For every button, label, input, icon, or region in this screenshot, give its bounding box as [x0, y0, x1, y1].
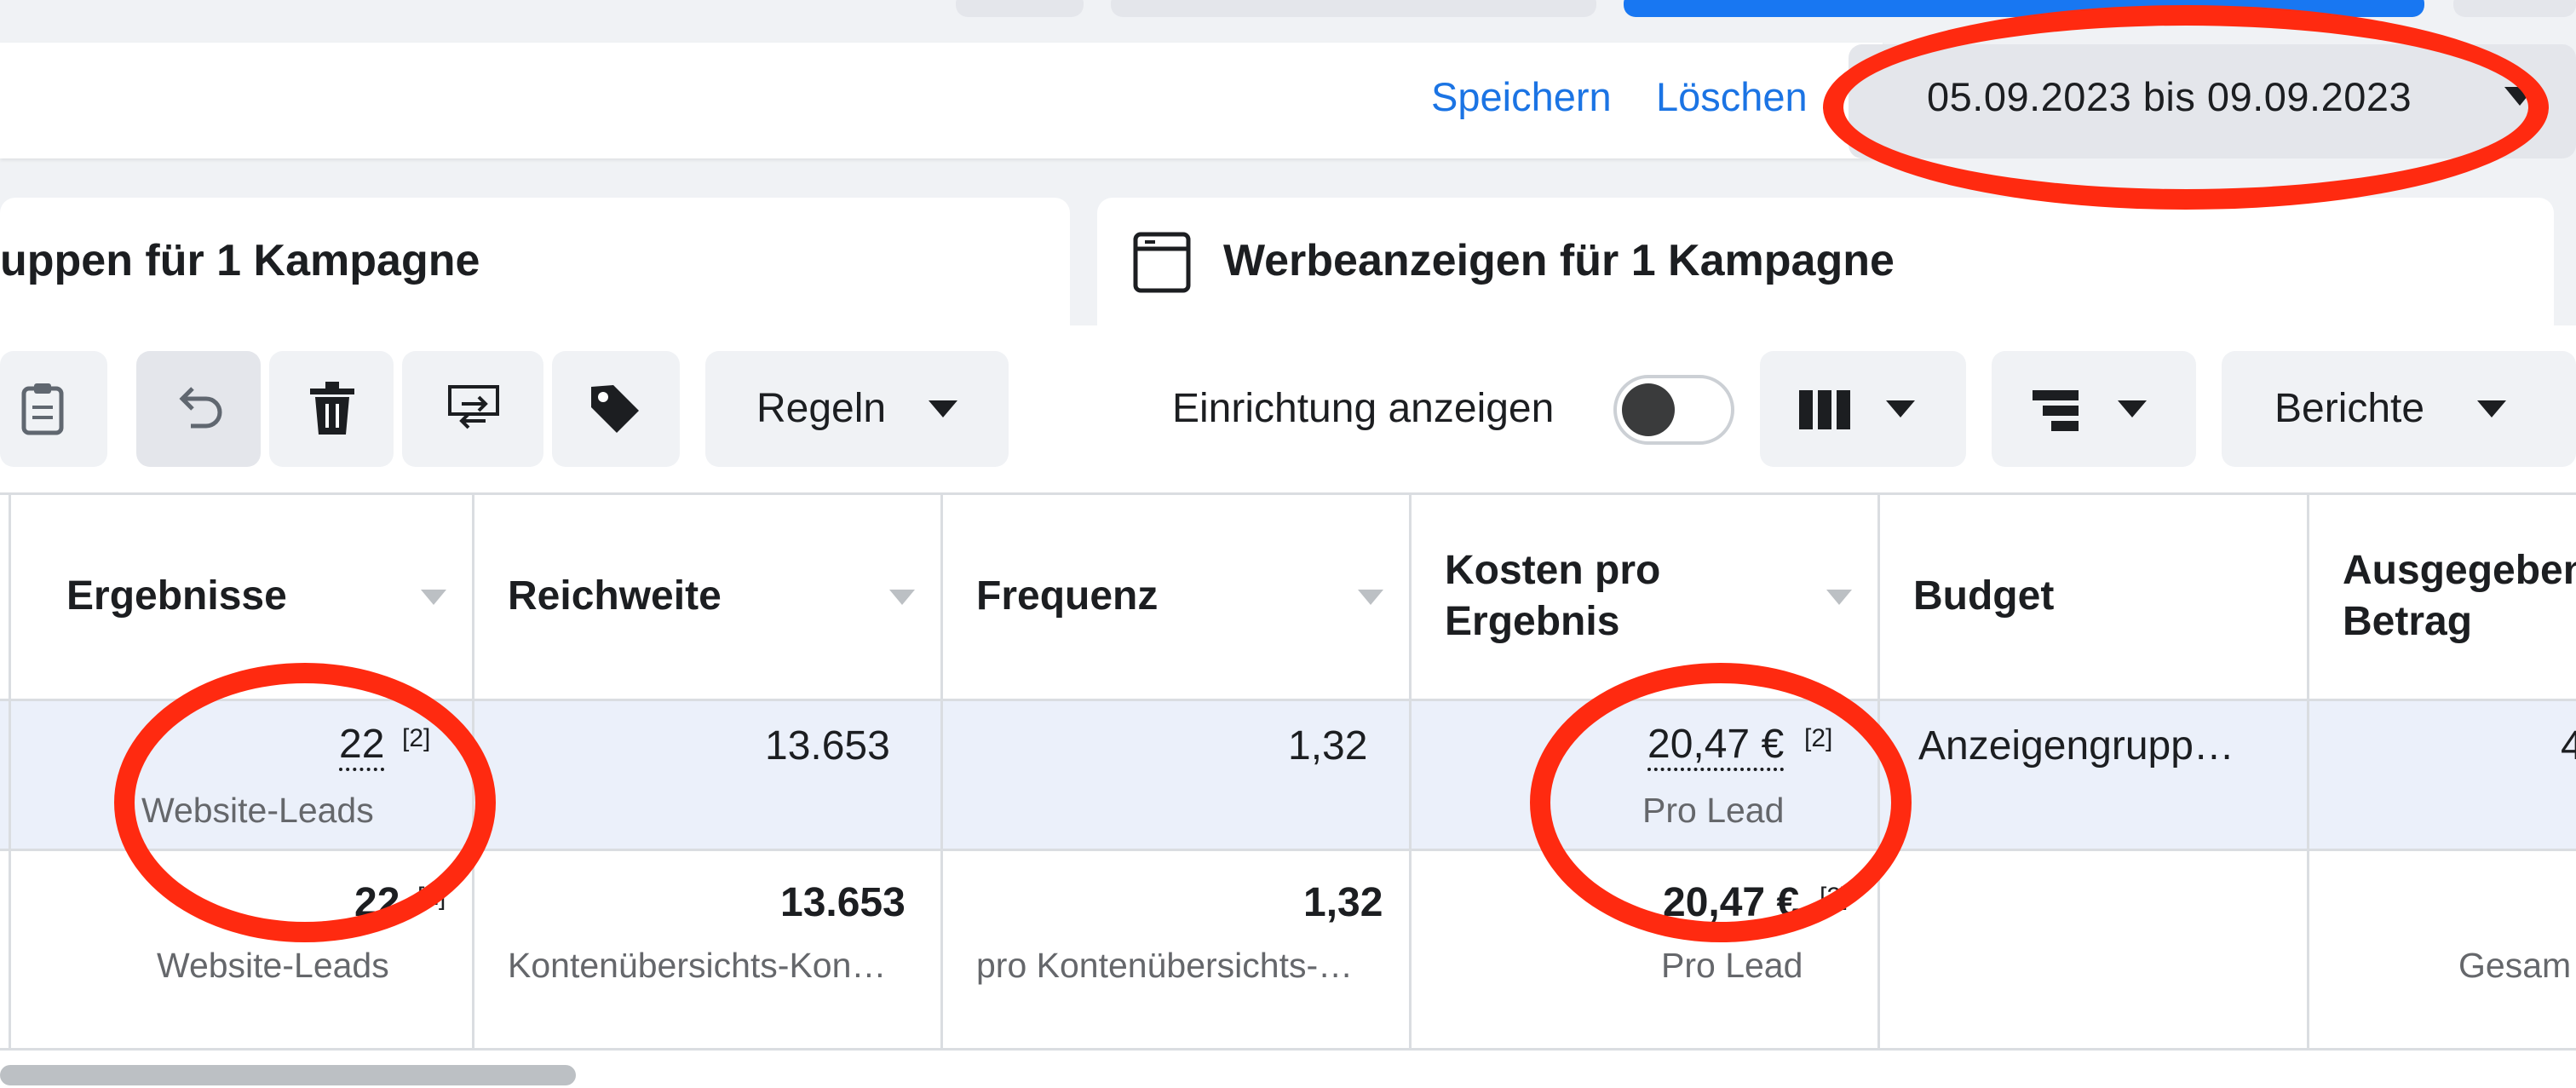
- cost-total: 20,47 €: [1663, 880, 1800, 925]
- rules-dropdown[interactable]: [705, 351, 1009, 467]
- reports-label: Berichte: [2274, 386, 2425, 431]
- reports-dropdown[interactable]: [2222, 351, 2576, 467]
- column-header-results[interactable]: Ergebnisse: [66, 573, 287, 619]
- undo-button[interactable]: [136, 351, 261, 467]
- column-header-cost-line1[interactable]: Kosten pro: [1445, 548, 1661, 593]
- sort-icon[interactable]: [421, 590, 446, 605]
- column-divider: [1409, 494, 1412, 1048]
- results-type: Website-Leads: [141, 791, 374, 830]
- reach-value: 13.653: [765, 723, 890, 769]
- row-divider: [0, 849, 2576, 851]
- column-divider: [940, 494, 943, 1048]
- column-divider: [2307, 494, 2309, 1048]
- cost-value[interactable]: 20,47 €: [1647, 721, 1785, 771]
- clipboard-icon: [21, 383, 64, 435]
- table-bottom-border: [0, 1048, 2576, 1051]
- budget-value[interactable]: Anzeigengrupp…: [1918, 723, 2234, 769]
- compare-icon: [448, 385, 499, 429]
- date-range-picker[interactable]: [1849, 44, 2576, 158]
- cost-type: Pro Lead: [1642, 791, 1785, 830]
- filter-bar: [0, 43, 1883, 158]
- column-divider: [1877, 494, 1880, 1048]
- results-total-footnote: [2]: [417, 883, 446, 911]
- ad-icon: [1133, 232, 1191, 293]
- frequency-total-type: pro Kontenübersichts-…: [976, 946, 1354, 985]
- top-button[interactable]: [956, 0, 1084, 17]
- spent-value: 4: [2561, 723, 2576, 769]
- table-top-border: [0, 492, 2576, 495]
- trash-icon: [310, 382, 354, 435]
- column-header-cost-line2[interactable]: Ergebnis: [1445, 599, 1620, 644]
- column-header-frequency[interactable]: Frequenz: [976, 573, 1159, 619]
- chevron-down-icon: [929, 400, 957, 417]
- chevron-down-icon: [2477, 400, 2506, 417]
- column-header-spent-line1[interactable]: Ausgegeben: [2343, 548, 2576, 593]
- show-setup-label: Einrichtung anzeigen: [1172, 386, 1555, 431]
- breakdown-dropdown[interactable]: [1992, 351, 2196, 467]
- save-button[interactable]: Speichern: [1431, 74, 1612, 119]
- chevron-down-icon: [2118, 400, 2147, 417]
- header-divider: [0, 699, 2576, 701]
- results-total: 22: [354, 880, 400, 925]
- primary-button[interactable]: [1624, 0, 2424, 17]
- tag-icon: [591, 385, 639, 433]
- frequency-total: 1,32: [1303, 880, 1383, 925]
- rules-label: Regeln: [756, 386, 887, 431]
- column-divider: [9, 494, 11, 1048]
- column-header-budget[interactable]: Budget: [1913, 573, 2055, 619]
- reach-total-type: Kontenübersichts-Kon…: [508, 946, 887, 985]
- columns-dropdown[interactable]: [1760, 351, 1966, 467]
- sort-icon[interactable]: [889, 590, 915, 605]
- delete-button[interactable]: Löschen: [1656, 74, 1808, 119]
- column-divider: [472, 494, 474, 1048]
- column-header-spent-line2[interactable]: Betrag: [2343, 599, 2473, 644]
- cost-footnote: [2]: [1804, 724, 1833, 752]
- column-header-reach[interactable]: Reichweite: [508, 573, 722, 619]
- cost-total-footnote: [2]: [1820, 883, 1849, 911]
- tab-ads-title: Werbeanzeigen für 1 Kampagne: [1223, 236, 1895, 285]
- results-value[interactable]: 22: [339, 721, 385, 771]
- undo-icon: [179, 387, 222, 429]
- horizontal-scrollbar[interactable]: [0, 1065, 576, 1085]
- results-footnote: [2]: [402, 724, 431, 752]
- spent-total-type: Gesam: [2458, 946, 2572, 985]
- tab-adsets-title: uppen für 1 Kampagne: [0, 236, 480, 285]
- columns-icon: [1799, 390, 1850, 429]
- results-total-type: Website-Leads: [157, 946, 389, 985]
- cost-total-type: Pro Lead: [1661, 946, 1803, 985]
- top-button[interactable]: [2453, 0, 2576, 17]
- clipboard-button[interactable]: [0, 351, 107, 467]
- chevron-down-icon: [1886, 400, 1915, 417]
- frequency-value: 1,32: [1288, 723, 1368, 769]
- ab-test-button[interactable]: [402, 351, 543, 467]
- sort-icon[interactable]: [1826, 590, 1852, 605]
- sort-icon[interactable]: [1358, 590, 1383, 605]
- show-setup-toggle[interactable]: [1613, 375, 1734, 445]
- date-range-label: 05.09.2023 bis 09.09.2023: [1927, 74, 2412, 119]
- chevron-down-icon: [2504, 87, 2535, 106]
- table-row-selected[interactable]: [0, 700, 2576, 849]
- reach-total: 13.653: [780, 880, 906, 925]
- toggle-knob: [1622, 383, 1675, 436]
- top-button[interactable]: [1111, 0, 1596, 17]
- breakdown-icon: [2033, 390, 2079, 431]
